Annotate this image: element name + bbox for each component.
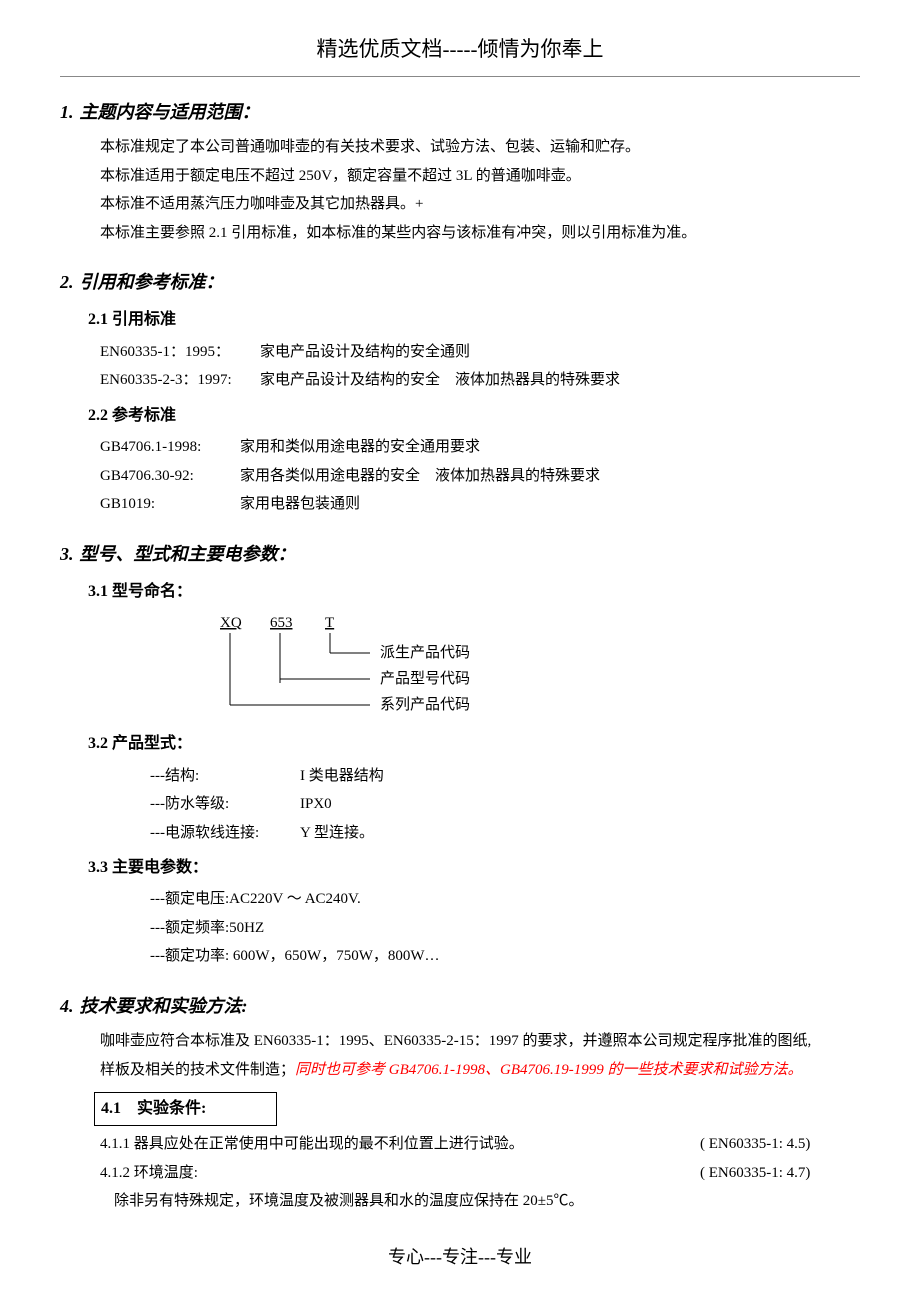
- section-4-1-title: 实验条件:: [137, 1100, 206, 1117]
- section-3-2-title: 产品型式：: [112, 735, 192, 752]
- section-3-1-title: 型号命名：: [112, 583, 192, 600]
- clause-text: 4.1.2 环境温度:: [100, 1159, 700, 1188]
- standard-code: GB1019:: [100, 490, 240, 519]
- standard-row: GB1019: 家用电器包装通则: [100, 490, 860, 519]
- section-1-heading: 1. 主题内容与适用范围：: [60, 95, 860, 129]
- standard-row: GB4706.1-1998: 家用和类似用途电器的安全通用要求: [100, 433, 860, 462]
- page-header: 精选优质文档-----倾情为你奉上: [60, 30, 860, 77]
- section-4-num: 4.: [60, 996, 74, 1016]
- clause-row: 4.1.1 器具应处在正常使用中可能出现的最不利位置上进行试验。 ( EN603…: [100, 1130, 860, 1159]
- page-footer: 专心---专注---专业: [60, 1240, 860, 1274]
- section-2-title: 引用和参考标准：: [80, 272, 224, 292]
- elec-param-line: ---额定功率: 600W，650W，750W，800W…: [150, 942, 860, 971]
- standard-code: EN60335-1：1995：: [100, 338, 260, 367]
- section-2-1-title: 引用标准: [112, 311, 176, 328]
- section-3-2-num: 3.2: [88, 735, 108, 752]
- section-2-num: 2.: [60, 272, 74, 292]
- product-type-row: ---结构:I 类电器结构: [150, 762, 860, 791]
- section-3-title: 型号、型式和主要电参数：: [80, 544, 296, 564]
- svg-text:系列产品代码: 系列产品代码: [380, 696, 470, 713]
- standard-code: EN60335-2-3：1997:: [100, 366, 260, 395]
- section-4-para-line2: 样板及相关的技术文件制造；同时也可参考 GB4706.1-1998、GB4706…: [100, 1056, 860, 1085]
- product-type-row: ---电源软线连接:Y 型连接。: [150, 819, 860, 848]
- svg-text:T: T: [325, 615, 334, 631]
- standard-row: EN60335-2-3：1997: 家电产品设计及结构的安全 液体加热器具的特殊…: [100, 366, 860, 395]
- section-3-3-num: 3.3: [88, 859, 108, 876]
- section-2-2-heading: 2.2 参考标准: [88, 401, 860, 431]
- section-2-2-title: 参考标准: [112, 407, 176, 424]
- standard-desc: 家用各类似用途电器的安全 液体加热器具的特殊要求: [240, 462, 860, 491]
- clause-row: 4.1.2 环境温度: ( EN60335-1: 4.7): [100, 1159, 860, 1188]
- section-4-1-heading-box: 4.1 实验条件:: [94, 1092, 277, 1126]
- clause-ref: ( EN60335-1: 4.7): [700, 1159, 860, 1188]
- product-type-row: ---防水等级:IPX0: [150, 790, 860, 819]
- section-2-2-num: 2.2: [88, 407, 108, 424]
- section-4-title: 技术要求和实验方法:: [80, 996, 248, 1016]
- section-4-red-note: 同时也可参考 GB4706.1-1998、GB4706.19-1999 的一些技…: [295, 1062, 802, 1078]
- section-4-1-num: 4.1: [101, 1100, 121, 1117]
- product-type-label: ---结构:: [150, 762, 300, 791]
- standard-row: EN60335-1：1995： 家电产品设计及结构的安全通则: [100, 338, 860, 367]
- section-1-para-1: 本标准规定了本公司普通咖啡壶的有关技术要求、试验方法、包装、运输和贮存。: [100, 133, 860, 162]
- standard-code: GB4706.1-1998:: [100, 433, 240, 462]
- product-type-value: Y 型连接。: [300, 825, 374, 841]
- section-3-1-num: 3.1: [88, 583, 108, 600]
- section-2-1-heading: 2.1 引用标准: [88, 305, 860, 335]
- section-2-1-num: 2.1: [88, 311, 108, 328]
- section-3-3-title: 主要电参数：: [112, 859, 208, 876]
- product-type-value: I 类电器结构: [300, 768, 384, 784]
- section-1-para-3: 本标准不适用蒸汽压力咖啡壶及其它加热器具。+: [100, 190, 860, 219]
- section-2-heading: 2. 引用和参考标准：: [60, 265, 860, 299]
- standard-desc: 家用电器包装通则: [240, 490, 860, 519]
- standard-row: GB4706.30-92: 家用各类似用途电器的安全 液体加热器具的特殊要求: [100, 462, 860, 491]
- clause-ref: ( EN60335-1: 4.5): [700, 1130, 860, 1159]
- standard-desc: 家电产品设计及结构的安全通则: [260, 338, 860, 367]
- section-1-para-4: 本标准主要参照 2.1 引用标准，如本标准的某些内容与该标准有冲突，则以引用标准…: [100, 219, 860, 248]
- section-1-para-2: 本标准适用于额定电压不超过 250V，额定容量不超过 3L 的普通咖啡壶。: [100, 162, 860, 191]
- clause-subtext: 除非另有特殊规定，环境温度及被测器具和水的温度应保持在 20±5℃。: [114, 1187, 860, 1216]
- section-3-num: 3.: [60, 544, 74, 564]
- model-naming-diagram: XQ 653 T 派生产品代码产品型号代码系列产品代码: [210, 613, 860, 723]
- clause-text: 4.1.1 器具应处在正常使用中可能出现的最不利位置上进行试验。: [100, 1130, 700, 1159]
- section-4-para-line1: 咖啡壶应符合本标准及 EN60335-1：1995、EN60335-2-15：1…: [100, 1027, 860, 1056]
- elec-param-line: ---额定频率:50HZ: [150, 914, 860, 943]
- product-type-label: ---电源软线连接:: [150, 819, 300, 848]
- section-1-title: 主题内容与适用范围：: [80, 102, 260, 122]
- section-3-2-heading: 3.2 产品型式：: [88, 729, 860, 759]
- section-3-3-heading: 3.3 主要电参数：: [88, 853, 860, 883]
- standard-desc: 家电产品设计及结构的安全 液体加热器具的特殊要求: [260, 366, 860, 395]
- standard-code: GB4706.30-92:: [100, 462, 240, 491]
- section-4-para-line2a: 样板及相关的技术文件制造；: [100, 1062, 295, 1078]
- svg-text:XQ: XQ: [220, 615, 242, 631]
- standard-desc: 家用和类似用途电器的安全通用要求: [240, 433, 860, 462]
- model-naming-svg: XQ 653 T 派生产品代码产品型号代码系列产品代码: [210, 613, 550, 723]
- svg-text:派生产品代码: 派生产品代码: [380, 644, 470, 661]
- svg-text:产品型号代码: 产品型号代码: [380, 670, 470, 687]
- product-type-value: IPX0: [300, 796, 332, 812]
- section-3-heading: 3. 型号、型式和主要电参数：: [60, 537, 860, 571]
- svg-text:653: 653: [270, 615, 293, 631]
- product-type-label: ---防水等级:: [150, 790, 300, 819]
- section-4-heading: 4. 技术要求和实验方法:: [60, 989, 860, 1023]
- elec-param-line: ---额定电压:AC220V ～ AC240V.: [150, 885, 860, 914]
- section-1-num: 1.: [60, 102, 74, 122]
- section-3-1-heading: 3.1 型号命名：: [88, 577, 860, 607]
